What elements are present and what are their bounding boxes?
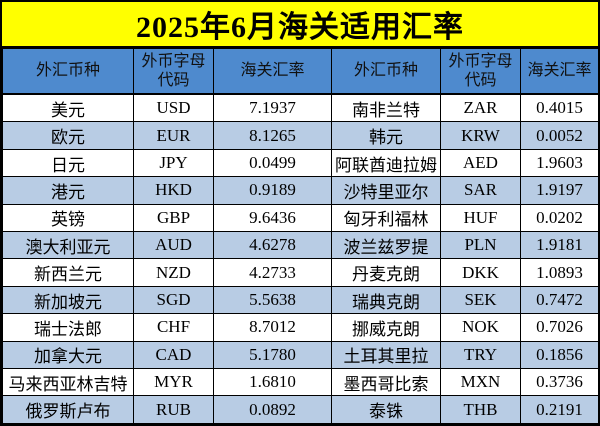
exchange-rate-cell: 0.0892 [213, 395, 332, 424]
currency-code-cell: DKK [440, 258, 521, 287]
column-header-code-left: 外币字母代码 [133, 48, 214, 95]
column-header-currency-left: 外汇币种 [2, 48, 134, 95]
currency-name-cell: 匈牙利福林 [331, 203, 441, 233]
currency-code-cell: SGD [133, 285, 214, 315]
table-row: 新加坡元 SGD 5.5638 瑞典克朗 SEK 0.7472 [2, 285, 599, 315]
currency-code-cell: KRW [440, 121, 521, 150]
exchange-rate-cell: 0.7472 [520, 285, 599, 315]
exchange-rate-cell: 1.9197 [520, 176, 599, 205]
exchange-rate-table: 外汇币种 外币字母代码 海关汇率 外汇币种 外币字母代码 海关汇率 美元 USD 7… [2, 48, 599, 424]
table-body: 美元 USD 7.1937 南非兰特 ZAR 0.4015 欧元 EUR 8.1265 韩元 KRW… [2, 93, 599, 424]
table-row: 英镑 GBP 9.6436 匈牙利福林 HUF 0.0202 [2, 203, 599, 233]
currency-name-cell: 俄罗斯卢布 [2, 395, 134, 424]
exchange-rate-cell: 1.6810 [213, 368, 332, 397]
exchange-rate-cell: 0.3736 [520, 368, 599, 397]
exchange-rate-cell: 0.0202 [520, 203, 599, 233]
currency-name-cell: 韩元 [331, 121, 441, 150]
currency-name-cell: 日元 [2, 148, 134, 178]
currency-code-cell: USD [133, 93, 214, 123]
exchange-rate-cell: 5.1780 [213, 340, 332, 370]
currency-name-cell: 墨西哥比索 [331, 368, 441, 397]
currency-code-cell: AED [440, 148, 521, 178]
currency-name-cell: 欧元 [2, 121, 134, 150]
currency-code-cell: CHF [133, 313, 214, 342]
table-row: 美元 USD 7.1937 南非兰特 ZAR 0.4015 [2, 93, 599, 123]
currency-name-cell: 新加坡元 [2, 285, 134, 315]
table-title: 2025年6月海关适用汇率 [2, 2, 598, 48]
currency-code-cell: TRY [440, 340, 521, 370]
currency-code-cell: ZAR [440, 93, 521, 123]
exchange-rate-cell: 9.6436 [213, 203, 332, 233]
currency-code-cell: HUF [440, 203, 521, 233]
currency-name-cell: 瑞士法郎 [2, 313, 134, 342]
currency-code-cell: PLN [440, 231, 521, 260]
column-header-currency-right: 外汇币种 [331, 48, 441, 95]
exchange-rate-cell: 4.2733 [213, 258, 332, 287]
currency-name-cell: 加拿大元 [2, 340, 134, 370]
currency-code-cell: GBP [133, 203, 214, 233]
currency-code-cell: RUB [133, 395, 214, 424]
table-row: 新西兰元 NZD 4.2733 丹麦克朗 DKK 1.0893 [2, 258, 599, 287]
currency-name-cell: 沙特里亚尔 [331, 176, 441, 205]
exchange-rate-cell: 8.7012 [213, 313, 332, 342]
table-row: 澳大利亚元 AUD 4.6278 波兰兹罗提 PLN 1.9181 [2, 231, 599, 260]
exchange-rate-cell: 0.2191 [520, 395, 599, 424]
column-header-rate-left: 海关汇率 [213, 48, 332, 95]
exchange-rate-cell: 1.9603 [520, 148, 599, 178]
currency-code-cell: SAR [440, 176, 521, 205]
currency-name-cell: 丹麦克朗 [331, 258, 441, 287]
currency-name-cell: 新西兰元 [2, 258, 134, 287]
currency-name-cell: 瑞典克朗 [331, 285, 441, 315]
currency-code-cell: SEK [440, 285, 521, 315]
currency-name-cell: 泰铢 [331, 395, 441, 424]
exchange-rate-cell: 8.1265 [213, 121, 332, 150]
exchange-rate-cell: 5.5638 [213, 285, 332, 315]
exchange-rate-cell: 4.6278 [213, 231, 332, 260]
exchange-rate-cell: 0.0052 [520, 121, 599, 150]
table-row: 马来西亚林吉特 MYR 1.6810 墨西哥比索 MXN 0.3736 [2, 368, 599, 397]
exchange-rate-cell: 1.9181 [520, 231, 599, 260]
exchange-rate-cell: 7.1937 [213, 93, 332, 123]
currency-name-cell: 阿联酋迪拉姆 [331, 148, 441, 178]
currency-name-cell: 南非兰特 [331, 93, 441, 123]
column-header-rate-right: 海关汇率 [520, 48, 599, 95]
currency-code-cell: JPY [133, 148, 214, 178]
currency-code-cell: CAD [133, 340, 214, 370]
currency-code-cell: MXN [440, 368, 521, 397]
table-row: 俄罗斯卢布 RUB 0.0892 泰铢 THB 0.2191 [2, 395, 599, 424]
currency-code-cell: MYR [133, 368, 214, 397]
currency-name-cell: 英镑 [2, 203, 134, 233]
table-row: 加拿大元 CAD 5.1780 土耳其里拉 TRY 0.1856 [2, 340, 599, 370]
currency-name-cell: 澳大利亚元 [2, 231, 134, 260]
table-row: 瑞士法郎 CHF 8.7012 挪威克朗 NOK 0.7026 [2, 313, 599, 342]
exchange-rate-cell: 0.1856 [520, 340, 599, 370]
currency-code-cell: EUR [133, 121, 214, 150]
table-header-row: 外汇币种 外币字母代码 海关汇率 外汇币种 外币字母代码 海关汇率 [2, 48, 599, 95]
exchange-rate-cell: 0.0499 [213, 148, 332, 178]
currency-name-cell: 波兰兹罗提 [331, 231, 441, 260]
table-row: 日元 JPY 0.0499 阿联酋迪拉姆 AED 1.9603 [2, 148, 599, 178]
column-header-code-right: 外币字母代码 [440, 48, 521, 95]
exchange-rate-cell: 0.9189 [213, 176, 332, 205]
exchange-rate-cell: 0.7026 [520, 313, 599, 342]
currency-code-cell: NOK [440, 313, 521, 342]
exchange-rate-cell: 0.4015 [520, 93, 599, 123]
currency-name-cell: 美元 [2, 93, 134, 123]
currency-code-cell: AUD [133, 231, 214, 260]
table-row: 欧元 EUR 8.1265 韩元 KRW 0.0052 [2, 121, 599, 150]
currency-name-cell: 土耳其里拉 [331, 340, 441, 370]
currency-name-cell: 港元 [2, 176, 134, 205]
currency-name-cell: 马来西亚林吉特 [2, 368, 134, 397]
currency-name-cell: 挪威克朗 [331, 313, 441, 342]
currency-code-cell: NZD [133, 258, 214, 287]
table-row: 港元 HKD 0.9189 沙特里亚尔 SAR 1.9197 [2, 176, 599, 205]
currency-code-cell: THB [440, 395, 521, 424]
currency-code-cell: HKD [133, 176, 214, 205]
exchange-rate-cell: 1.0893 [520, 258, 599, 287]
